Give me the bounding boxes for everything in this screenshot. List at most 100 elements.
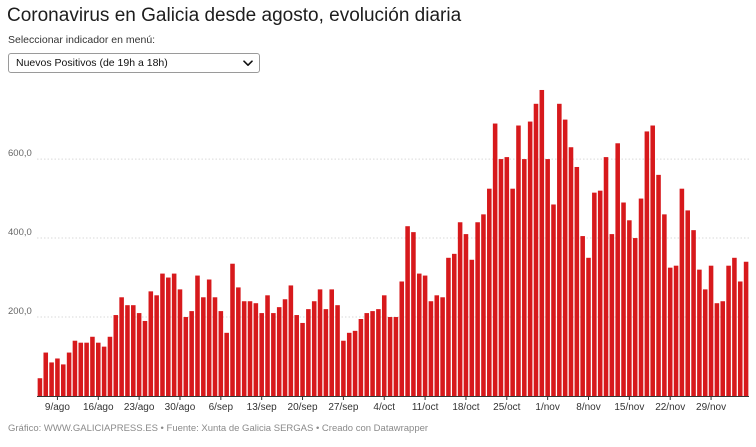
y-tick-label: 200,0 [8,306,32,317]
x-tick-label: 29/nov [696,402,726,413]
x-tick-label: 16/ago [83,402,114,413]
bar [259,313,264,396]
x-tick-label: 4/oct [373,402,395,413]
bar [364,313,370,396]
x-tick-label: 23/ago [124,402,155,413]
bar [737,281,743,396]
bar [621,202,626,396]
bar [463,234,469,396]
bar [323,309,329,396]
bar [224,332,229,396]
x-tick-label: 1/nov [535,402,559,413]
bar [434,295,440,396]
x-tick-label: 9/ago [45,402,70,413]
indicator-select[interactable]: Nuevos Positivos (de 19h a 18h) [8,53,260,73]
bar [253,303,259,396]
bar [697,269,702,396]
y-tick-label: 400,0 [8,227,32,238]
bar [376,309,381,396]
indicator-selector-label: Seleccionar indicador en menú: [8,34,156,46]
bar [533,103,539,397]
bar [597,190,603,396]
x-tick-label: 11/oct [412,402,439,413]
bar [609,234,615,396]
bar [317,289,323,396]
bar [551,204,556,396]
bar [743,261,749,396]
bar [119,297,124,396]
bar [276,307,282,396]
bar [446,257,451,396]
bar [101,346,107,396]
bar [673,265,679,396]
bar [662,214,667,396]
bar [271,313,276,396]
bar [720,301,726,396]
x-tick-label: 18/oct [452,402,479,413]
bar [487,188,492,396]
bar [469,259,475,396]
bar [545,159,550,396]
bar [206,279,212,396]
bar [416,273,422,396]
bar [265,295,270,396]
bar [381,295,387,396]
bar [411,232,416,396]
bar [627,220,632,396]
x-tick-label: 8/nov [576,402,600,413]
bar [183,317,189,396]
bar [60,364,66,396]
bar [562,119,568,396]
bar [195,275,200,396]
bar [288,285,294,396]
x-tick-label: 27/sep [328,402,358,413]
bar [311,301,317,396]
bar [306,309,311,396]
chevron-down-icon [241,56,255,70]
bar [527,121,533,397]
bar [189,311,194,396]
bar [475,222,480,396]
bar [90,336,95,396]
bar [282,299,288,396]
bar [247,301,253,396]
bar [405,226,410,396]
bar [522,159,527,396]
bar [72,340,78,396]
bar [504,157,510,396]
bar [568,147,574,396]
bar [78,342,84,396]
y-tick-label: 600,0 [8,148,32,159]
bar [510,188,515,396]
chart-title: Coronavirus en Galicia desde agosto, evo… [7,5,462,26]
bar [481,214,486,396]
bar [387,317,393,396]
bar [166,277,171,396]
bar [732,257,737,396]
bar [539,89,545,396]
bar [294,315,299,396]
bar [201,297,206,396]
bar [346,332,352,396]
bar [592,192,597,396]
bar [66,352,72,396]
footer-credit: Gráfico: WWW.GALICIAPRESS.ES • Fuente: X… [8,423,429,434]
x-tick-label: 20/sep [288,402,318,413]
bar [393,317,399,396]
bar [218,311,224,396]
bar [113,315,119,396]
bar [43,352,49,396]
bar [236,287,241,396]
bar [726,265,731,396]
x-tick-label: 15/nov [614,402,644,413]
bar [370,311,375,396]
bar [557,103,562,397]
bar [125,305,130,396]
bar [638,198,644,396]
bar [131,305,136,396]
bar [148,291,154,396]
x-tick-label: 6/sep [209,402,234,413]
bar [399,281,405,396]
bar [457,222,463,396]
